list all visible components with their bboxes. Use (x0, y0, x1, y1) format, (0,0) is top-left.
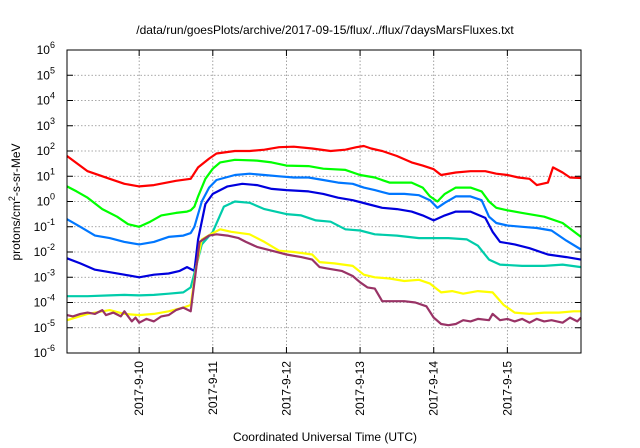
x-axis-label: Coordinated Universal Time (UTC) (233, 430, 417, 444)
y-tick-label: 10-6 (34, 343, 55, 360)
y-tick-exponent: 5 (50, 65, 55, 75)
y-tick-label: 10-5 (34, 318, 55, 335)
y-tick-exponent: -5 (47, 318, 55, 328)
series-lines (66, 144, 582, 327)
y-tick-label: 10-2 (34, 242, 55, 259)
y-axis-label: protons/cm2-s-sr-MeV (7, 143, 23, 260)
chart-title: /data/run/goesPlots/archive/2017-09-15/f… (136, 23, 514, 37)
series-line-5 (67, 200, 582, 298)
series-line-7 (66, 233, 582, 327)
y-tick-label: 10-1 (34, 217, 55, 234)
y-tick-label: 10-3 (34, 267, 55, 284)
y-tick-label: 103 (37, 116, 55, 133)
y-tick-exponent: 4 (50, 91, 55, 101)
x-tick-label: 2017-9-14 (427, 361, 441, 416)
y-tick-exponent: 2 (50, 141, 55, 151)
series-line-3 (66, 172, 582, 251)
y-tick-label: 104 (37, 91, 55, 108)
series-line-2 (66, 158, 582, 238)
y-tick-exponent: 0 (50, 192, 55, 202)
x-tick-label: 2017-9-15 (500, 361, 514, 416)
y-tick-label: 10-4 (34, 293, 55, 310)
y-tick-label: 100 (37, 192, 55, 209)
series-line-4 (66, 182, 582, 279)
y-tick-exponent: -6 (47, 343, 55, 353)
y-tick-exponent: -1 (47, 217, 55, 227)
y-tick-label: 106 (37, 40, 55, 57)
y-tick-exponent: -4 (47, 293, 55, 303)
y-tick-exponent: -3 (47, 267, 55, 277)
y-tick-exponent: -2 (47, 242, 55, 252)
y-axis: 10-610-510-410-310-210-11001011021031041… (34, 40, 581, 360)
y-tick-exponent: 1 (50, 166, 55, 176)
x-tick-label: 2017-9-11 (206, 361, 220, 415)
x-axis: 2017-9-10 2017-9-11 2017-9-12 2017-9-13 2017… (132, 50, 514, 416)
series-line-1 (66, 144, 582, 188)
x-tick-label: 2017-9-13 (353, 361, 367, 416)
x-tick-label: 2017-9-12 (279, 361, 293, 416)
y-tick-exponent: 3 (50, 116, 55, 126)
y-tick-label: 101 (37, 166, 55, 183)
y-tick-exponent: 6 (50, 40, 55, 50)
x-tick-label: 2017-9-10 (132, 361, 146, 416)
grid-lines (67, 50, 581, 353)
y-tick-label: 105 (37, 65, 55, 82)
y-tick-label: 102 (37, 141, 55, 158)
